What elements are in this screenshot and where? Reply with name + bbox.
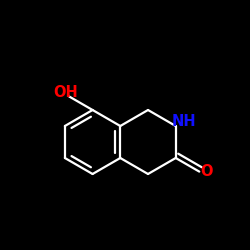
Text: OH: OH — [54, 85, 78, 100]
Text: NH: NH — [172, 114, 196, 128]
Text: O: O — [200, 164, 212, 179]
